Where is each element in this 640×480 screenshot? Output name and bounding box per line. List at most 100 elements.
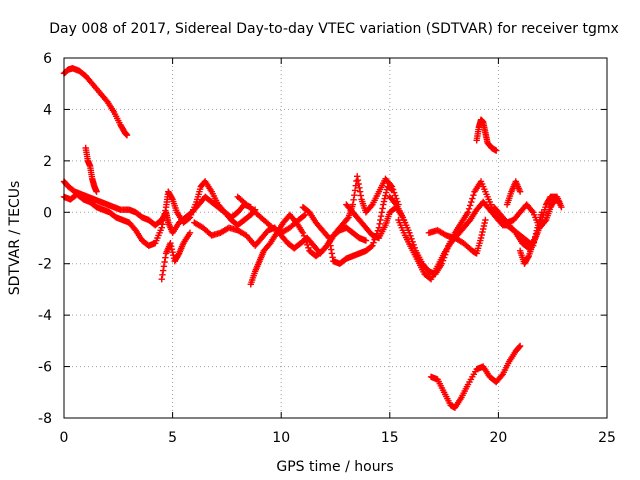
data-point xyxy=(407,232,414,240)
y-tick-label: -4 xyxy=(38,308,52,324)
data-point xyxy=(524,254,532,261)
data-point xyxy=(161,258,168,266)
data-point xyxy=(158,224,165,231)
data-points xyxy=(60,65,565,411)
data-point xyxy=(300,232,308,240)
data-point xyxy=(388,185,396,193)
data-point xyxy=(382,189,390,196)
data-point xyxy=(390,189,398,196)
chart-title: Day 008 of 2017, Sidereal Day-to-day VTE… xyxy=(49,21,619,37)
data-point xyxy=(162,254,169,261)
data-point xyxy=(350,196,357,204)
x-tick-label: 10 xyxy=(272,430,290,446)
data-point xyxy=(478,231,485,239)
data-point xyxy=(468,198,475,206)
data-point xyxy=(528,207,536,215)
series-arc-spike-20 xyxy=(503,178,524,208)
data-point xyxy=(354,173,361,180)
x-axis-label: GPS time / hours xyxy=(276,459,393,475)
data-point xyxy=(479,225,487,233)
data-point xyxy=(159,221,166,228)
data-point xyxy=(380,201,387,208)
data-point xyxy=(167,239,174,247)
data-point xyxy=(408,235,415,243)
data-point xyxy=(158,275,165,283)
data-point xyxy=(406,229,413,237)
data-point xyxy=(378,209,386,216)
series-arc-early-spike xyxy=(82,144,100,195)
data-point xyxy=(480,222,488,230)
data-point xyxy=(123,131,131,139)
data-point xyxy=(344,215,351,222)
grid xyxy=(64,58,607,418)
data-point xyxy=(169,248,176,256)
data-point xyxy=(325,234,333,242)
data-point xyxy=(477,234,485,242)
data-point xyxy=(357,192,365,199)
data-point xyxy=(304,241,311,249)
data-point xyxy=(393,195,400,202)
y-axis-label: SDTVAR / TECUs xyxy=(7,181,23,296)
data-point xyxy=(379,205,386,212)
data-point xyxy=(93,188,100,195)
data-point xyxy=(370,239,377,246)
data-point xyxy=(381,195,388,202)
y-tick-label: 6 xyxy=(43,51,52,67)
data-point xyxy=(465,205,473,213)
tick-labels: 0 5 10 15 20 25 -8 -6 -4 -2 0 2 4 6 xyxy=(38,51,616,446)
data-point xyxy=(300,212,308,219)
data-point xyxy=(355,180,362,188)
series-arc-mid-d xyxy=(299,183,396,267)
data-point xyxy=(375,224,383,231)
data-point xyxy=(327,242,334,249)
series-arc-low xyxy=(427,342,524,411)
series-arc-high-start xyxy=(60,65,131,139)
data-point xyxy=(356,184,363,192)
data-point xyxy=(160,214,168,221)
y-tick-label: -8 xyxy=(38,411,52,427)
data-point xyxy=(470,191,477,199)
data-point xyxy=(410,241,417,249)
data-point xyxy=(377,212,385,220)
y-tick-label: 0 xyxy=(43,205,52,221)
data-point xyxy=(159,217,167,225)
data-point xyxy=(493,147,500,154)
data-point xyxy=(159,271,166,279)
data-point xyxy=(349,201,357,208)
y-tick-label: 2 xyxy=(43,154,52,170)
data-point xyxy=(168,194,176,202)
series-arc-dip-5 xyxy=(158,229,194,283)
data-point xyxy=(327,246,335,253)
data-point xyxy=(380,198,388,205)
data-point xyxy=(377,216,384,224)
data-point xyxy=(159,267,167,274)
data-point xyxy=(516,342,524,350)
data-point xyxy=(161,210,168,218)
data-point xyxy=(376,220,383,228)
data-point xyxy=(374,227,382,234)
data-point xyxy=(558,203,565,211)
data-point xyxy=(328,250,336,257)
x-tick-label: 15 xyxy=(381,430,399,446)
data-point xyxy=(162,207,169,214)
data-point xyxy=(186,229,194,237)
data-point xyxy=(369,242,376,249)
data-point xyxy=(482,216,489,224)
data-point xyxy=(479,228,486,236)
data-point xyxy=(299,229,307,237)
data-point xyxy=(351,191,358,199)
series-arc-mid-e xyxy=(343,201,413,242)
data-point xyxy=(481,219,488,227)
data-point xyxy=(498,372,505,379)
data-point xyxy=(160,263,168,270)
series-arc-main-start xyxy=(60,178,254,249)
series-arc-late-c xyxy=(425,216,489,257)
y-tick-label: -2 xyxy=(38,257,52,273)
data-point xyxy=(324,233,332,240)
data-point xyxy=(351,187,359,194)
series-arc-mid-b xyxy=(247,173,402,288)
plot-frame xyxy=(63,57,608,419)
data-point xyxy=(392,192,399,199)
series-arc-mid-c xyxy=(234,193,309,237)
